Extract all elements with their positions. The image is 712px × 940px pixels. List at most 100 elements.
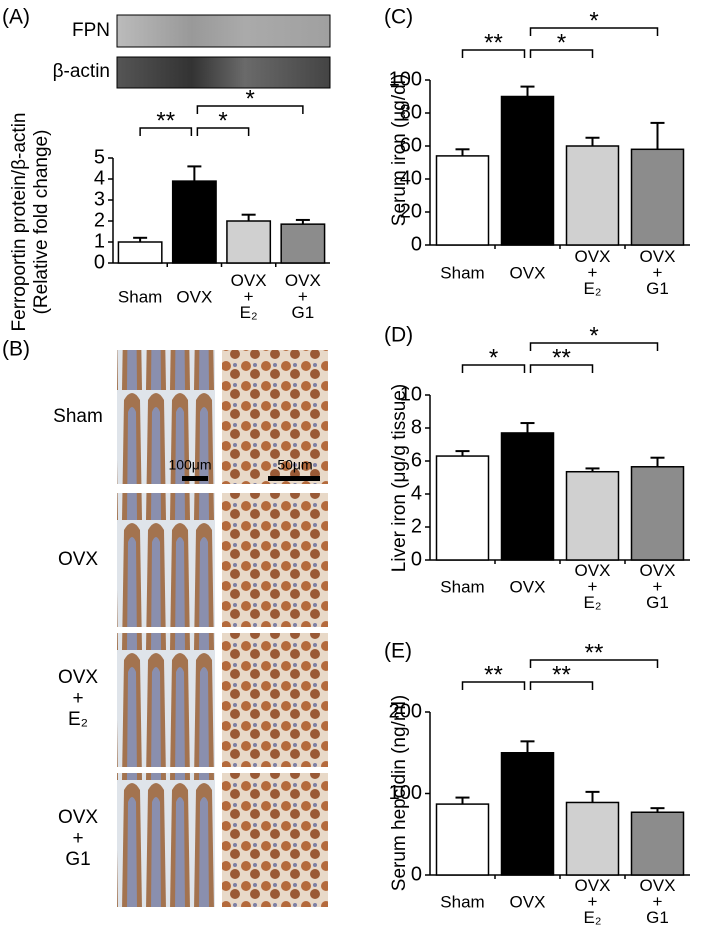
- bar: [500, 95, 555, 246]
- y-tick-label: 2: [94, 209, 105, 231]
- bar: [171, 180, 217, 264]
- micrograph-low: [117, 350, 215, 484]
- bar: [435, 455, 490, 561]
- blot-label: β-actin: [53, 61, 110, 82]
- bar: [435, 155, 490, 246]
- significance-label: **: [585, 639, 604, 666]
- micrograph-high: [222, 633, 328, 767]
- y-tick-label: 100: [389, 782, 422, 804]
- y-tick-label: 4: [411, 482, 422, 504]
- x-tick-label: OVX: [510, 892, 546, 911]
- x-tick-label: OVX: [510, 577, 546, 596]
- significance-label: **: [484, 661, 503, 688]
- y-tick-label: 2: [411, 515, 422, 537]
- y-axis-label: Ferroportin protein/β-actin: [9, 113, 30, 332]
- y-tick-label: 80: [400, 101, 422, 123]
- significance-label: *: [489, 344, 498, 371]
- scale-bar: [182, 476, 208, 481]
- significance-bracket: [529, 681, 594, 690]
- bar: [226, 220, 272, 264]
- panel-label: (B): [2, 338, 30, 361]
- y-tick-label: 3: [94, 188, 105, 210]
- significance-label: **: [552, 344, 571, 371]
- significance-bracket: [196, 105, 304, 114]
- x-tick-label: OVX + G1: [640, 876, 676, 927]
- significance-label: *: [218, 107, 227, 134]
- micrograph-high: [222, 493, 328, 627]
- bar: [630, 148, 685, 246]
- x-tick-label: OVX + E₂: [575, 561, 611, 612]
- y-tick-label: 10: [400, 383, 422, 405]
- y-tick-label: 20: [400, 200, 422, 222]
- y-axis-label: Liver iron (μg/g tissue): [389, 384, 410, 572]
- bar: [117, 241, 163, 264]
- y-axis-label: (Relative fold change): [31, 130, 52, 315]
- y-tick-label: 40: [400, 167, 422, 189]
- blot-fpn: [116, 14, 331, 48]
- x-tick-label: Sham: [118, 287, 162, 306]
- x-tick-label: OVX: [510, 263, 546, 282]
- y-tick-label: 8: [411, 416, 422, 438]
- bar: [280, 223, 326, 264]
- significance-bracket: [196, 127, 250, 136]
- row-label: OVX + G1: [58, 807, 98, 870]
- bar: [435, 803, 490, 876]
- micrograph-high: [222, 350, 328, 484]
- x-tick-label: OVX: [176, 287, 212, 306]
- y-tick-label: 6: [411, 449, 422, 471]
- bar: [630, 811, 685, 876]
- significance-bracket: [461, 49, 526, 58]
- panel-label: (C): [384, 6, 413, 29]
- panel-label: (D): [384, 324, 413, 347]
- bar: [565, 145, 620, 246]
- significance-label: *: [245, 85, 254, 112]
- x-tick-label: OVX + G1: [640, 247, 676, 298]
- row-label: OVX + E₂: [58, 667, 98, 730]
- x-tick-label: OVX + E₂: [575, 876, 611, 927]
- significance-label: **: [552, 661, 571, 688]
- micrograph-high: [222, 773, 328, 907]
- bar: [565, 801, 620, 876]
- y-axis-label: Serum iron (μg/dl): [389, 74, 410, 226]
- significance-label: **: [156, 107, 175, 134]
- x-tick-label: OVX + E₂: [575, 247, 611, 298]
- bar: [565, 470, 620, 561]
- significance-bracket: [139, 127, 193, 136]
- y-tick-label: 100: [389, 68, 422, 90]
- x-tick-label: OVX + G1: [285, 271, 321, 322]
- x-tick-label: Sham: [440, 263, 484, 282]
- significance-bracket: [529, 364, 594, 373]
- significance-bracket: [461, 681, 526, 690]
- blot-label: FPN: [72, 20, 110, 41]
- y-axis-label: Serum hepcidin (ng/ml): [389, 695, 410, 891]
- significance-bracket: [529, 659, 659, 668]
- micrograph-low: [117, 773, 215, 907]
- y-tick-label: 0: [411, 548, 422, 570]
- scale-bar-label: 50μm: [277, 457, 312, 473]
- panel-label: (E): [384, 640, 412, 663]
- micrograph-low: [117, 633, 215, 767]
- row-label: OVX: [58, 549, 98, 570]
- bar: [630, 466, 685, 561]
- significance-bracket: [529, 342, 659, 351]
- significance-label: *: [589, 7, 598, 34]
- y-tick-label: 200: [389, 700, 422, 722]
- x-tick-label: Sham: [440, 892, 484, 911]
- significance-label: **: [484, 29, 503, 56]
- bar: [500, 752, 555, 876]
- y-tick-label: 0: [411, 863, 422, 885]
- micrograph-low: [117, 493, 215, 627]
- significance-bracket: [529, 49, 594, 58]
- blot-actin: [116, 56, 331, 89]
- x-tick-label: OVX + E₂: [231, 271, 267, 322]
- significance-bracket: [529, 27, 659, 36]
- row-label: Sham: [53, 406, 103, 427]
- significance-label: *: [557, 29, 566, 56]
- x-tick-label: OVX + G1: [640, 561, 676, 612]
- y-tick-label: 0: [411, 233, 422, 255]
- scale-bar: [268, 476, 320, 481]
- y-tick-label: 1: [94, 230, 105, 252]
- y-tick-label: 4: [94, 167, 105, 189]
- x-tick-label: Sham: [440, 577, 484, 596]
